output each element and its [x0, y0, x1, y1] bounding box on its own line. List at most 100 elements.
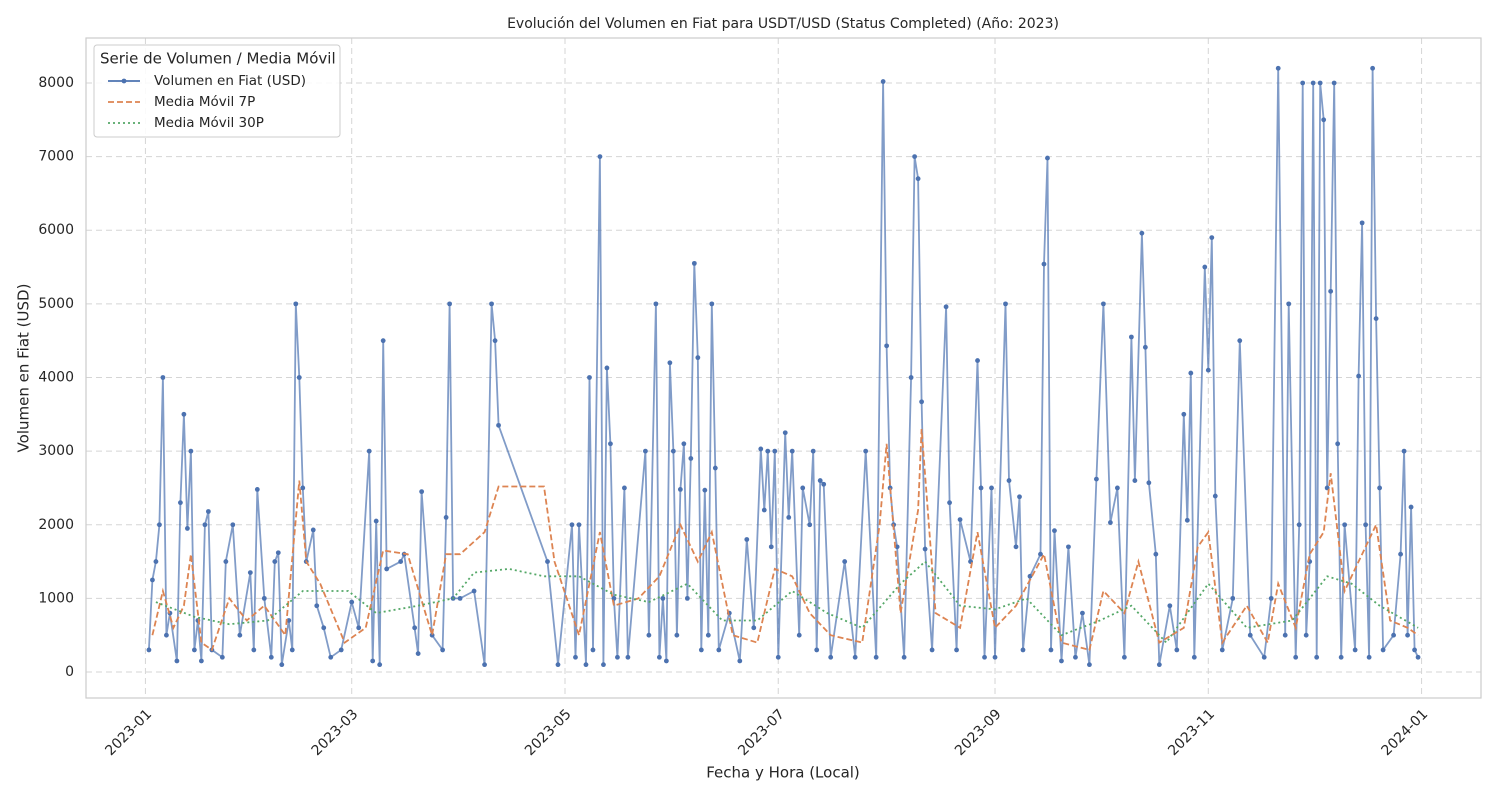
data-point [576, 522, 582, 528]
data-point [1356, 373, 1362, 379]
data-point [705, 632, 711, 638]
data-point [188, 448, 194, 454]
data-point [1114, 485, 1120, 491]
data-point [674, 632, 680, 638]
data-point [174, 658, 180, 664]
data-point [992, 654, 998, 660]
data-point [982, 654, 987, 660]
data-point [842, 559, 848, 564]
data-point [1293, 654, 1299, 660]
data-point [583, 662, 589, 668]
y-tick-label: 5000 [38, 296, 74, 312]
data-point [440, 647, 446, 653]
data-point [1366, 654, 1372, 660]
data-point [681, 441, 687, 447]
data-point [555, 662, 561, 668]
data-point [884, 343, 890, 349]
data-point [1275, 65, 1281, 71]
data-point [1380, 647, 1386, 653]
data-point [1003, 301, 1008, 307]
data-point [1045, 155, 1050, 161]
data-point [1205, 367, 1211, 373]
data-point [1286, 301, 1292, 307]
data-point [758, 446, 764, 452]
y-tick-label: 8000 [38, 75, 74, 91]
data-point [150, 577, 155, 583]
data-point [1013, 544, 1019, 550]
data-point [419, 489, 425, 495]
data-point [894, 544, 900, 550]
data-point [457, 595, 463, 601]
data-point [1408, 504, 1414, 510]
data-point [1038, 551, 1043, 557]
x-tick-label: 2024-01 [1379, 706, 1432, 759]
data-point [908, 375, 914, 380]
plot-frame [85, 37, 1482, 699]
data-point [349, 599, 355, 605]
data-point [164, 632, 169, 638]
legend-box [93, 44, 341, 138]
data-point [796, 632, 802, 638]
y-tick-label: 3000 [38, 443, 74, 459]
data-point [272, 559, 278, 564]
data-point [768, 544, 774, 550]
data-point [597, 154, 603, 160]
data-point [625, 654, 631, 660]
data-point [601, 662, 606, 668]
data-point [1188, 370, 1194, 376]
data-point [622, 485, 627, 491]
data-point [1314, 654, 1320, 660]
data-point [356, 625, 362, 631]
data-point [380, 338, 386, 344]
data-point [1027, 573, 1033, 579]
data-point [989, 485, 994, 491]
data-point [447, 301, 453, 307]
data-point [821, 481, 827, 487]
data-point [545, 559, 550, 564]
data-point [1156, 662, 1162, 668]
data-point [1338, 654, 1344, 660]
y-tick-label: 2000 [38, 517, 74, 533]
data-point [275, 550, 281, 556]
data-point [880, 79, 886, 84]
data-point [1373, 316, 1379, 321]
y-axis-label: Volumen en Fiat (USD) [15, 284, 33, 453]
data-point [957, 517, 963, 522]
x-tick-label: 2023-05 [522, 706, 575, 759]
data-point [1331, 80, 1337, 86]
data-point [1191, 654, 1197, 660]
data-point [1174, 647, 1180, 653]
data-point [772, 448, 778, 454]
data-point [247, 570, 253, 576]
data-point [1209, 235, 1215, 241]
x-tick-label: 2023-07 [735, 706, 788, 759]
data-point [184, 526, 190, 531]
data-point [646, 632, 652, 638]
data-point [873, 654, 879, 660]
data-point [1237, 338, 1243, 344]
data-point [1412, 647, 1417, 653]
data-point [310, 527, 316, 533]
data-point [1202, 264, 1208, 270]
x-tick-label: 2023-11 [1165, 706, 1218, 759]
data-point [1212, 493, 1218, 499]
data-point [782, 430, 788, 436]
data-point [1167, 603, 1173, 609]
data-point [1268, 595, 1274, 601]
data-point [663, 658, 669, 664]
data-point [765, 448, 771, 454]
y-tick-label: 1000 [38, 590, 74, 606]
data-point [1300, 80, 1306, 86]
data-point [366, 448, 372, 454]
data-point [296, 375, 302, 380]
data-point [744, 537, 750, 542]
y-tick-label: 0 [65, 664, 74, 680]
series-line [151, 428, 1419, 652]
data-point [709, 301, 715, 307]
data-point [443, 514, 449, 520]
data-point [656, 654, 662, 660]
data-point [1153, 551, 1159, 557]
data-point [1132, 478, 1138, 483]
data-point [157, 522, 162, 528]
data-point [268, 654, 274, 660]
